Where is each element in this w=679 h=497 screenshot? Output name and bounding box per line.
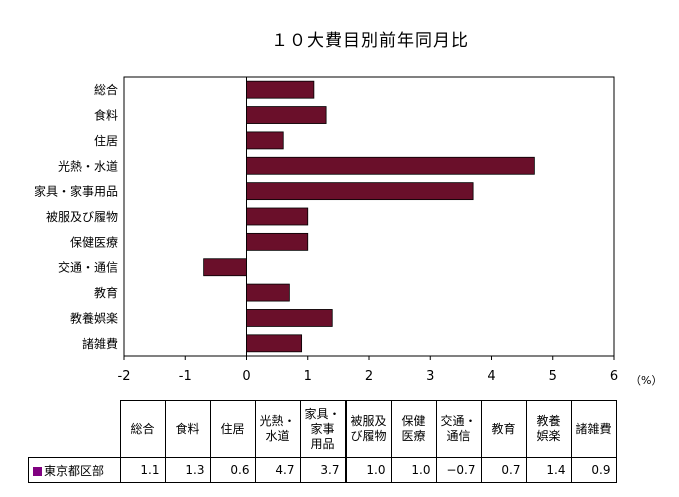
category-label-8: 教育 (94, 285, 118, 300)
table-header-cell-9: 教養 娯楽 (525, 400, 572, 458)
series-label-cell: 東京都区部 (28, 457, 121, 483)
table-value-cell-7: −0.7 (435, 457, 482, 483)
table-header-cell-2: 住居 (209, 400, 256, 458)
bar-2 (246, 131, 284, 150)
x-tick-label-1: -1 (179, 369, 192, 384)
table-header-row: 総合 食料 住居 光熱・ 水道 家具・ 家事 用品 被服及 び履物 保健 医療 交通・ 通信 教育 教養 娯楽諸… (28, 400, 617, 458)
category-label-5: 被服及び履物 (46, 210, 118, 224)
data-table: 総合 食料 住居 光熱・ 水道 家具・ 家事 用品 被服及 び履物 保健 医療 交通・ 通信 教育 教養 娯楽諸… (28, 400, 617, 483)
category-label-9: 教養娯楽 (70, 310, 118, 325)
table-value-cell-10: 0.9 (570, 457, 617, 483)
x-tick-label-0: -2 (118, 369, 131, 384)
category-label-1: 食料 (94, 108, 118, 123)
x-tick-label-4: 2 (365, 369, 373, 384)
bars (203, 80, 535, 353)
x-tick-label-2: 0 (242, 369, 250, 384)
category-label-6: 保健医療 (70, 235, 118, 249)
bar-1 (246, 106, 327, 124)
x-axis-ticks: -2 -1 0 1 2 3 4 5 6 （%） (118, 356, 662, 387)
bar-3 (246, 156, 535, 175)
table-header-cell-4: 家具・ 家事 用品 (299, 400, 346, 458)
bar-4 (246, 182, 474, 201)
category-label-4: 家具・家事用品 (34, 184, 118, 199)
category-label-7: 交通・通信 (58, 260, 118, 275)
plot-area-border (123, 76, 615, 357)
x-tick-label-5: 3 (426, 369, 434, 384)
table-value-cell-4: 3.7 (299, 457, 346, 483)
table-value-cell-0: 1.1 (119, 457, 166, 483)
table-header-cell-0: 総合 (119, 400, 166, 458)
x-tick-label-6: 4 (487, 369, 495, 384)
bar-chart: 総合食料住居光熱・水道家具・家事用品被服及び履物保健医療交通・通信教育教養娯楽諸… (34, 76, 662, 387)
category-label-3: 光熱・水道 (58, 159, 118, 173)
bar-7 (203, 258, 247, 277)
table-corner-cell (28, 400, 121, 458)
bar-9 (246, 309, 333, 327)
table-row: 東京都区部 1.1 1.3 0.6 4.7 3.7 1.0 1.0 −0.7 0.7 1.4 0.9 (28, 457, 617, 483)
bar-5 (246, 207, 309, 226)
table-value-cell-1: 1.3 (164, 457, 211, 483)
category-label-10: 諸雑費 (82, 336, 118, 351)
bar-6 (246, 232, 309, 251)
bar-8 (246, 283, 290, 302)
table-header-cell-10: 諸雑費 (570, 400, 617, 458)
bar-0 (246, 80, 315, 99)
table-header-cell-7: 交通・ 通信 (435, 400, 482, 458)
x-tick-label-7: 5 (549, 369, 557, 384)
series-name: 東京都区部 (44, 463, 105, 478)
table-value-cell-8: 0.7 (480, 457, 527, 483)
table-header-cell-8: 教育 (480, 400, 527, 458)
table-header-cell-5: 被服及 び履物 (344, 400, 392, 458)
table-value-cell-2: 0.6 (209, 457, 256, 483)
table-value-cell-6: 1.0 (390, 457, 437, 483)
bar-10 (246, 334, 303, 353)
x-tick-label-3: 1 (304, 369, 312, 384)
unit-label: （%） (630, 374, 662, 387)
table-header-cell-6: 保健 医療 (390, 400, 437, 458)
table-value-cell-5: 1.0 (344, 457, 392, 483)
category-label-2: 住居 (94, 134, 118, 148)
table-header-cell-3: 光熱・ 水道 (254, 400, 301, 458)
category-label-0: 総合 (94, 82, 118, 97)
table-header-cell-1: 食料 (164, 400, 211, 458)
x-tick-label-8: 6 (610, 369, 618, 384)
category-labels: 総合食料住居光熱・水道家具・家事用品被服及び履物保健医療交通・通信教育教養娯楽諸… (34, 82, 118, 351)
table-value-cell-3: 4.7 (254, 457, 301, 483)
plot-frame (123, 76, 615, 357)
table-value-cell-9: 1.4 (525, 457, 572, 483)
chart-title: １０大費目別前年同月比 (271, 31, 469, 51)
legend-swatch (33, 466, 42, 476)
